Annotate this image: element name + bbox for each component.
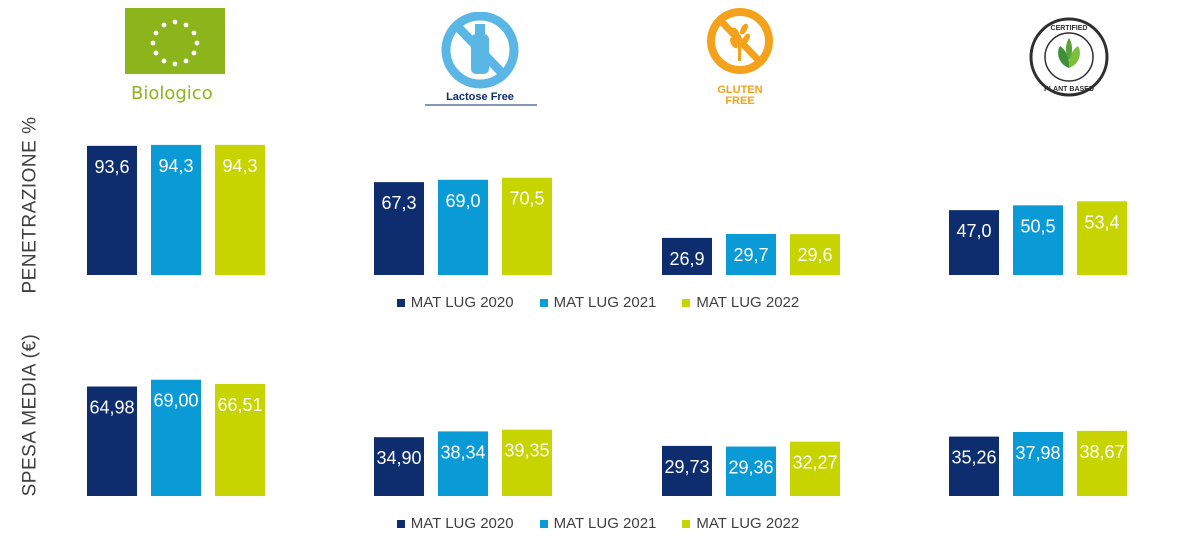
- data-label-1-2-1: 29,36: [728, 458, 773, 478]
- data-label-1-0-1: 69,00: [153, 391, 198, 411]
- data-label-0-3-0: 47,0: [956, 221, 991, 241]
- bar-1-0-2: [215, 383, 265, 496]
- legend-item-2021: MAT LUG 2021: [539, 515, 657, 532]
- legend-swatch-2020: [396, 298, 405, 307]
- bar-1-3-0: [949, 436, 999, 496]
- no-bottle-icon: [441, 11, 519, 89]
- legend-label-2021: MAT LUG 2021: [553, 294, 657, 311]
- data-label-1-1-0: 34,90: [376, 448, 421, 468]
- bar-1-1-2: [502, 429, 552, 496]
- data-label-0-0-1: 94,3: [158, 156, 193, 176]
- data-label-0-1-0: 67,3: [381, 193, 416, 213]
- biologico-label: Biologico: [131, 83, 213, 104]
- data-label-1-0-0: 64,98: [89, 398, 134, 418]
- data-label-0-1-2: 70,5: [509, 189, 544, 209]
- legend-swatch-2021: [539, 519, 548, 528]
- data-label-1-1-1: 38,34: [440, 442, 485, 462]
- data-label-1-2-0: 29,73: [664, 457, 709, 477]
- bar-0-1-0: [374, 182, 424, 275]
- bar-0-0-1: [151, 144, 201, 275]
- bar-1-2-0: [662, 445, 712, 496]
- data-label-1-3-2: 38,67: [1079, 442, 1124, 462]
- eu-organic-logo: [125, 8, 225, 79]
- data-label-0-3-2: 53,4: [1084, 212, 1119, 232]
- lactose-free-logo: Lactose Free: [425, 11, 537, 113]
- bar-0-2-2: [790, 234, 840, 275]
- data-label-0-2-1: 29,7: [733, 245, 768, 265]
- bar-0-0-2: [215, 144, 265, 275]
- bar-1-1-0: [374, 437, 424, 496]
- no-wheat-icon: [707, 8, 773, 74]
- legend-item-2021: MAT LUG 2021: [539, 294, 657, 311]
- legend-swatch-2022: [682, 519, 691, 528]
- legend-penetrazione: MAT LUG 2020 MAT LUG 2021 MAT LUG 2022: [0, 294, 1196, 311]
- legend-item-2020: MAT LUG 2020: [396, 515, 514, 532]
- bar-1-0-0: [87, 386, 137, 496]
- data-label-0-2-0: 26,9: [669, 249, 704, 269]
- legend-swatch-2020: [396, 519, 405, 528]
- legend-spesa-media: MAT LUG 2020 MAT LUG 2021 MAT LUG 2022: [0, 515, 1196, 532]
- eu-leaf-stars-icon: [125, 8, 225, 74]
- bar-1-1-1: [438, 431, 488, 496]
- legend-label-2022: MAT LUG 2022: [696, 515, 800, 532]
- data-label-1-3-1: 37,98: [1015, 443, 1060, 463]
- data-label-1-0-2: 66,51: [217, 395, 262, 415]
- data-label-1-1-2: 39,35: [504, 441, 549, 461]
- data-label-0-0-0: 93,6: [94, 157, 129, 177]
- bar-0-2-1: [726, 234, 776, 275]
- data-label-1-2-2: 32,27: [792, 453, 837, 473]
- gluten-free-logo: GLUTEN FREE: [702, 5, 782, 110]
- legend-label-2022: MAT LUG 2022: [696, 294, 800, 311]
- data-label-0-0-2: 94,3: [222, 156, 257, 176]
- plant-leaves-icon: [1029, 17, 1109, 97]
- bar-1-2-1: [726, 446, 776, 496]
- bar-0-1-1: [438, 179, 488, 275]
- bar-1-2-2: [790, 441, 840, 496]
- legend-swatch-2022: [682, 298, 691, 307]
- certified-text: CERTIFIED: [1051, 25, 1088, 32]
- bar-1-0-1: [151, 379, 201, 496]
- bar-1-3-1: [1013, 432, 1063, 496]
- bar-0-3-1: [1013, 205, 1063, 275]
- bar-0-3-0: [949, 210, 999, 275]
- bar-0-0-0: [87, 145, 137, 275]
- legend-swatch-2021: [539, 298, 548, 307]
- plant-based-text: PLANT BASED: [1044, 86, 1094, 93]
- lactose-free-text: Lactose Free: [446, 91, 514, 103]
- legend-label-2020: MAT LUG 2020: [410, 515, 514, 532]
- legend-label-2020: MAT LUG 2020: [410, 294, 514, 311]
- data-label-0-3-1: 50,5: [1020, 216, 1055, 236]
- bar-0-2-0: [662, 237, 712, 275]
- data-label-0-2-2: 29,6: [797, 245, 832, 265]
- certified-plant-based-logo: CERTIFIED PLANT BASED: [1028, 16, 1110, 103]
- legend-item-2020: MAT LUG 2020: [396, 294, 514, 311]
- bar-0-1-2: [502, 177, 552, 275]
- bar-0-3-2: [1077, 201, 1127, 275]
- legend-item-2022: MAT LUG 2022: [682, 515, 799, 532]
- data-label-1-3-0: 35,26: [951, 448, 996, 468]
- legend-item-2022: MAT LUG 2022: [682, 294, 799, 311]
- free-text: FREE: [725, 95, 754, 105]
- data-label-0-1-1: 69,0: [445, 191, 480, 211]
- bar-1-3-2: [1077, 430, 1127, 496]
- legend-label-2021: MAT LUG 2021: [553, 515, 657, 532]
- gluten-text: GLUTEN: [717, 84, 762, 96]
